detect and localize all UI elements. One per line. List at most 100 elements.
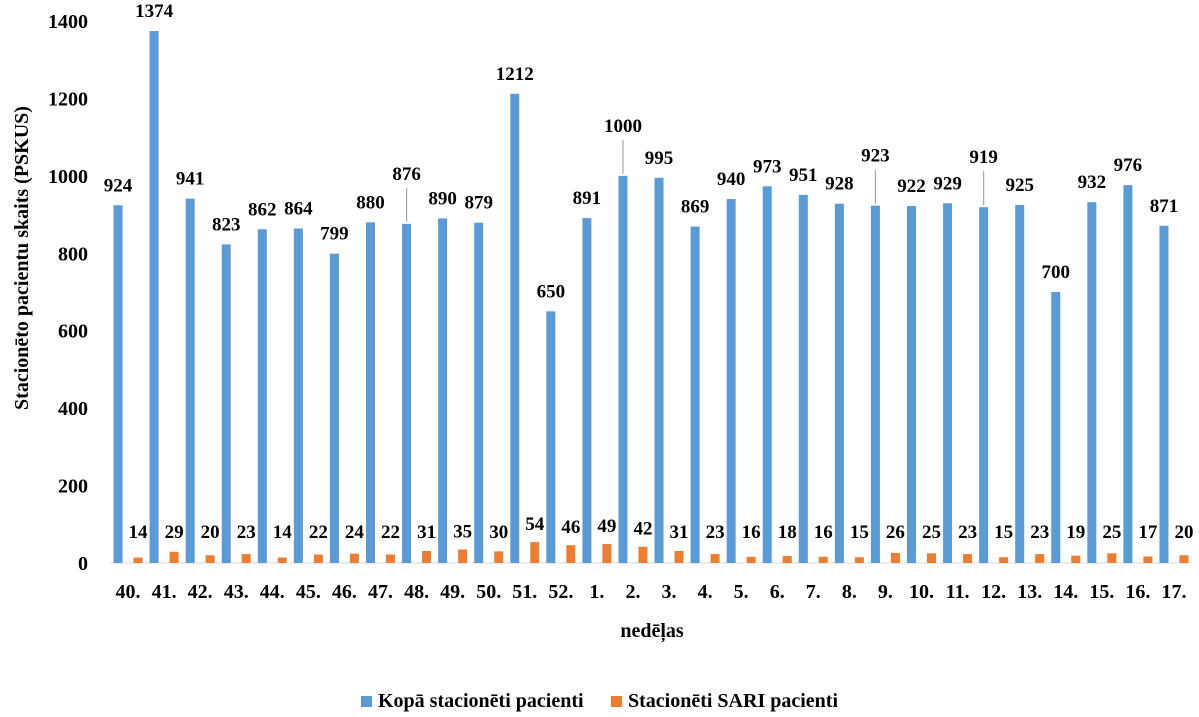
data-label-sari: 15	[850, 522, 869, 543]
data-label-sari: 23	[958, 522, 977, 543]
data-label-total: 799	[320, 224, 349, 245]
bar-total	[798, 194, 808, 563]
bar-total	[293, 228, 303, 563]
data-label-total: 890	[428, 188, 457, 209]
data-label-sari: 22	[309, 522, 328, 543]
bar-sari	[963, 554, 973, 563]
data-label-sari: 46	[561, 517, 580, 538]
bar-sari	[746, 556, 756, 563]
bar-total	[149, 31, 159, 563]
bar-total	[907, 206, 916, 563]
data-label-total: 932	[1078, 172, 1107, 193]
bar-sari	[530, 542, 540, 563]
x-tick-label: 4.	[698, 581, 713, 603]
bar-sari	[1071, 555, 1081, 563]
x-tick-label: 6.	[770, 581, 785, 603]
data-label-total: 919	[969, 147, 998, 168]
x-tick-label: 48.	[404, 581, 429, 603]
x-tick-label: 50.	[476, 581, 501, 603]
data-label-total: 650	[537, 281, 566, 302]
bar-total	[726, 199, 736, 564]
bar-sari	[458, 549, 468, 563]
data-label-sari: 25	[922, 522, 941, 543]
x-tick-label: 47.	[368, 581, 393, 603]
y-tick-label: 600	[58, 321, 88, 343]
bar-sari	[422, 550, 432, 563]
data-label-sari: 14	[273, 522, 293, 543]
x-tick-label: 1.	[589, 581, 604, 603]
y-tick-label: 1000	[48, 166, 88, 188]
bar-total	[1087, 202, 1097, 563]
bar-total	[366, 222, 375, 564]
x-tick-label: 42.	[188, 581, 213, 603]
data-label-sari: 26	[886, 522, 905, 543]
bar-total	[546, 311, 556, 563]
bar-total	[1051, 292, 1061, 563]
y-tick-label: 400	[58, 398, 88, 420]
data-label-sari: 20	[1174, 522, 1193, 543]
data-label-sari: 42	[633, 519, 652, 540]
bar-sari	[674, 550, 684, 563]
x-tick-label: 16.	[1125, 581, 1150, 603]
bar-sari	[169, 551, 179, 563]
data-label-sari: 30	[489, 522, 508, 543]
bar-sari	[133, 557, 143, 563]
bar-sari	[1035, 554, 1045, 563]
data-label-total: 1000	[604, 116, 642, 137]
data-label-total: 923	[861, 146, 890, 167]
data-label-total: 1374	[135, 1, 174, 22]
x-tick-label: 3.	[662, 581, 677, 603]
bar-total	[870, 205, 880, 563]
bar-total	[943, 203, 953, 563]
x-tick-label: 9.	[878, 581, 893, 603]
data-label-total: 823	[212, 214, 241, 235]
bar-sari	[494, 551, 504, 563]
bar-total	[762, 186, 772, 563]
data-label-sari: 18	[778, 522, 797, 543]
x-tick-label: 8.	[842, 581, 857, 603]
bar-sari	[386, 554, 395, 563]
bar-sari	[818, 556, 828, 563]
y-axis: 0 200 400 600 800 1000 1200 1400	[48, 11, 88, 575]
x-tick-label: 45.	[296, 581, 321, 603]
x-axis: 40. 41. 42. 43. 44. 45. 46. 47. 48. 49. 50. 51. 52. 1…	[110, 562, 1192, 603]
legend-label-sari: Stacionēti SARI pacienti	[628, 690, 838, 712]
bar-sari	[638, 546, 648, 563]
bar-sari	[313, 554, 323, 563]
data-label-sari: 16	[742, 522, 761, 543]
bar-sari	[241, 554, 251, 563]
bar-total	[654, 177, 664, 564]
bar-total	[618, 175, 628, 563]
bar-sari	[277, 557, 287, 563]
x-tick-label: 41.	[152, 581, 177, 603]
x-tick-label: 43.	[224, 581, 249, 603]
bar-sari	[927, 553, 936, 563]
data-label-total: 864	[284, 199, 313, 220]
bar-sari	[205, 555, 215, 563]
x-tick-label: 12.	[981, 581, 1006, 603]
data-labels: 924 14 1374 29 941 20 823 23 862 14 864 22 799 24 880 2…	[104, 1, 1194, 543]
data-label-total: 973	[753, 156, 782, 177]
y-tick-label: 1200	[48, 88, 88, 110]
data-label-total: 891	[573, 188, 602, 209]
data-label-sari: 23	[237, 522, 256, 543]
data-label-sari: 17	[1138, 522, 1158, 543]
data-label-total: 976	[1114, 155, 1143, 176]
data-label-sari: 35	[453, 521, 472, 542]
x-tick-label: 14.	[1053, 581, 1078, 603]
x-tick-label: 52.	[548, 581, 573, 603]
bar-total	[474, 222, 484, 564]
bar-sari	[854, 557, 864, 563]
data-label-total: 1212	[496, 64, 534, 85]
x-tick-label: 17.	[1161, 581, 1186, 603]
data-label-sari: 31	[670, 522, 689, 543]
data-label-total: 871	[1150, 196, 1179, 217]
data-label-sari: 29	[165, 522, 184, 543]
bar-sari	[999, 557, 1009, 563]
legend-swatch-total	[361, 696, 372, 707]
x-tick-label: 13.	[1017, 581, 1042, 603]
data-label-total: 928	[825, 174, 854, 195]
data-label-sari: 24	[345, 522, 365, 543]
data-label-total: 941	[176, 169, 205, 190]
